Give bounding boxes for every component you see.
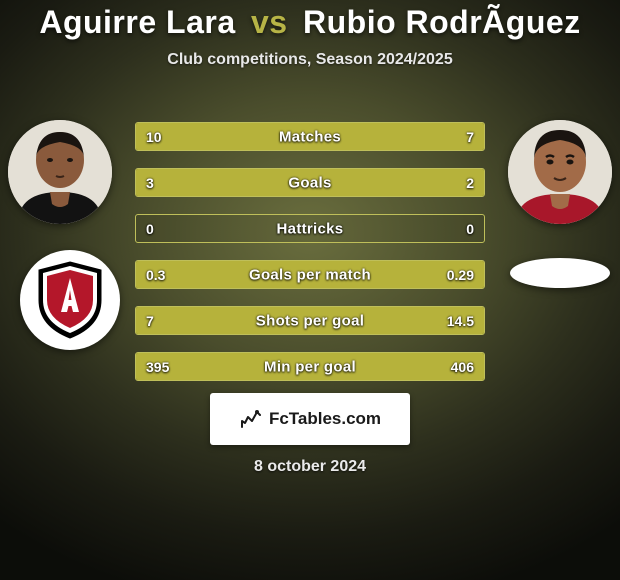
club2-badge-placeholder: [510, 258, 610, 288]
stat-value-right: 406: [451, 359, 474, 375]
branding-box: FcTables.com: [210, 393, 410, 445]
stat-row: 0.3 0.29 Goals per match: [135, 260, 485, 289]
fctables-logo-icon: [239, 407, 263, 431]
stat-label: Hattricks: [277, 220, 344, 237]
player1-name: Aguirre Lara: [39, 4, 235, 40]
stat-value-right: 14.5: [447, 313, 474, 329]
stat-value-left: 7: [146, 313, 154, 329]
player1-avatar: [8, 120, 112, 224]
player2-name: Rubio RodrÃ­guez: [303, 4, 581, 40]
vs-label: vs: [251, 4, 288, 40]
stat-value-left: 395: [146, 359, 169, 375]
stat-label: Matches: [279, 128, 341, 145]
stat-row: 0 0 Hattricks: [135, 214, 485, 243]
snapshot-date: 8 october 2024: [0, 458, 620, 476]
stat-row: 7 14.5 Shots per goal: [135, 306, 485, 335]
stat-value-right: 7: [466, 129, 474, 145]
stat-value-left: 10: [146, 129, 162, 145]
stat-value-right: 0: [466, 221, 474, 237]
stat-value-left: 0.3: [146, 267, 165, 283]
stat-fill-right: [341, 123, 484, 150]
stat-label: Shots per goal: [256, 312, 364, 329]
stat-label: Min per goal: [264, 358, 356, 375]
stat-label: Goals per match: [249, 266, 371, 283]
stat-row: 10 7 Matches: [135, 122, 485, 151]
stat-value-left: 0: [146, 221, 154, 237]
club1-badge: [20, 250, 120, 350]
stats-table: 10 7 Matches 3 2 Goals 0 0 Hattricks 0.3 0.29 Goals…: [135, 122, 485, 381]
stat-value-right: 2: [466, 175, 474, 191]
player2-avatar: [508, 120, 612, 224]
stat-value-right: 0.29: [447, 267, 474, 283]
stat-label: Goals: [288, 174, 331, 191]
stat-fill-right: [345, 169, 484, 196]
stat-value-left: 3: [146, 175, 154, 191]
stat-row: 395 406 Min per goal: [135, 352, 485, 381]
branding-text: FcTables.com: [269, 409, 381, 429]
comparison-title: Aguirre Lara vs Rubio RodrÃ­guez: [0, 4, 620, 41]
stat-row: 3 2 Goals: [135, 168, 485, 197]
subtitle: Club competitions, Season 2024/2025: [0, 51, 620, 69]
